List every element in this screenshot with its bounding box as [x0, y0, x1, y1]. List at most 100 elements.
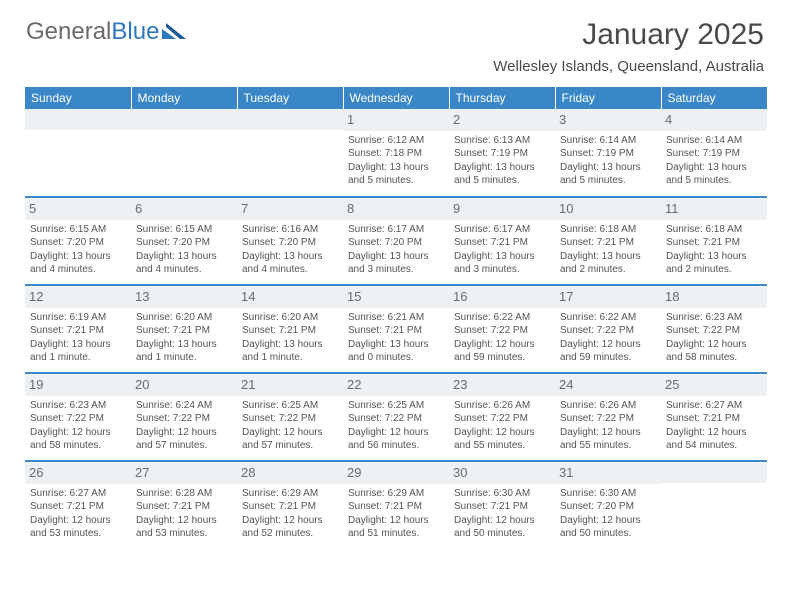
daylight-text: Daylight: 12 hours and 50 minutes.	[560, 514, 656, 541]
day-number: 31	[555, 462, 661, 484]
day-number: 3	[555, 109, 661, 131]
sunset-text: Sunset: 7:21 PM	[136, 500, 232, 514]
day-number: 21	[237, 374, 343, 396]
day-info: Sunrise: 6:30 AMSunset: 7:20 PMDaylight:…	[560, 487, 656, 541]
sunrise-text: Sunrise: 6:26 AM	[454, 399, 550, 413]
sunset-text: Sunset: 7:20 PM	[242, 236, 338, 250]
sunrise-text: Sunrise: 6:15 AM	[136, 223, 232, 237]
sunrise-text: Sunrise: 6:22 AM	[454, 311, 550, 325]
calendar-day-cell	[661, 461, 767, 549]
calendar-table: SundayMondayTuesdayWednesdayThursdayFrid…	[25, 87, 767, 549]
logo-text-blue: Blue	[111, 18, 159, 46]
daylight-text: Daylight: 12 hours and 59 minutes.	[454, 338, 550, 365]
empty-day	[25, 109, 131, 130]
day-number: 19	[25, 374, 131, 396]
day-info: Sunrise: 6:25 AMSunset: 7:22 PMDaylight:…	[348, 399, 444, 453]
day-number: 12	[25, 286, 131, 308]
sunset-text: Sunset: 7:21 PM	[136, 324, 232, 338]
sunrise-text: Sunrise: 6:30 AM	[454, 487, 550, 501]
day-header: Thursday	[449, 87, 555, 109]
sunset-text: Sunset: 7:22 PM	[666, 324, 762, 338]
daylight-text: Daylight: 13 hours and 5 minutes.	[666, 161, 762, 188]
sunset-text: Sunset: 7:21 PM	[242, 500, 338, 514]
day-info: Sunrise: 6:26 AMSunset: 7:22 PMDaylight:…	[560, 399, 656, 453]
sunset-text: Sunset: 7:21 PM	[560, 236, 656, 250]
sunrise-text: Sunrise: 6:24 AM	[136, 399, 232, 413]
day-info: Sunrise: 6:24 AMSunset: 7:22 PMDaylight:…	[136, 399, 232, 453]
logo-text-gray: General	[26, 18, 111, 46]
day-info: Sunrise: 6:29 AMSunset: 7:21 PMDaylight:…	[242, 487, 338, 541]
day-number: 25	[661, 374, 767, 396]
day-header: Sunday	[25, 87, 131, 109]
calendar-day-cell: 20 Sunrise: 6:24 AMSunset: 7:22 PMDayligh…	[131, 373, 237, 461]
daylight-text: Daylight: 13 hours and 1 minute.	[242, 338, 338, 365]
sunset-text: Sunset: 7:21 PM	[348, 324, 444, 338]
location-text: Wellesley Islands, Queensland, Australia	[493, 58, 764, 75]
sunset-text: Sunset: 7:21 PM	[666, 236, 762, 250]
daylight-text: Daylight: 12 hours and 58 minutes.	[666, 338, 762, 365]
daylight-text: Daylight: 12 hours and 50 minutes.	[454, 514, 550, 541]
sunset-text: Sunset: 7:22 PM	[454, 324, 550, 338]
day-number: 13	[131, 286, 237, 308]
day-number: 26	[25, 462, 131, 484]
calendar-week-row: 1Sunrise: 6:12 AMSunset: 7:18 PMDaylight…	[25, 109, 767, 197]
day-info: Sunrise: 6:22 AMSunset: 7:22 PMDaylight:…	[560, 311, 656, 365]
sunset-text: Sunset: 7:21 PM	[348, 500, 444, 514]
calendar-day-cell: 30Sunrise: 6:30 AMSunset: 7:21 PMDayligh…	[449, 461, 555, 549]
calendar-week-row: 26 Sunrise: 6:27 AMSunset: 7:21 PMDayligh…	[25, 461, 767, 549]
day-header: Saturday	[661, 87, 767, 109]
daylight-text: Daylight: 13 hours and 3 minutes.	[454, 250, 550, 277]
calendar-day-cell: 25Sunrise: 6:27 AMSunset: 7:21 PMDayligh…	[661, 373, 767, 461]
daylight-text: Daylight: 13 hours and 1 minute.	[136, 338, 232, 365]
sunrise-text: Sunrise: 6:25 AM	[242, 399, 338, 413]
day-info: Sunrise: 6:27 AMSunset: 7:21 PMDaylight:…	[30, 487, 126, 541]
empty-day	[237, 109, 343, 130]
sunrise-text: Sunrise: 6:14 AM	[560, 134, 656, 148]
day-info: Sunrise: 6:14 AMSunset: 7:19 PMDaylight:…	[560, 134, 656, 188]
sunset-text: Sunset: 7:19 PM	[666, 147, 762, 161]
day-header: Wednesday	[343, 87, 449, 109]
daylight-text: Daylight: 12 hours and 53 minutes.	[136, 514, 232, 541]
daylight-text: Daylight: 13 hours and 2 minutes.	[666, 250, 762, 277]
day-number: 10	[555, 198, 661, 220]
day-info: Sunrise: 6:26 AMSunset: 7:22 PMDaylight:…	[454, 399, 550, 453]
daylight-text: Daylight: 13 hours and 1 minute.	[30, 338, 126, 365]
empty-day	[661, 462, 767, 483]
daylight-text: Daylight: 13 hours and 4 minutes.	[136, 250, 232, 277]
day-number: 20	[131, 374, 237, 396]
day-number: 7	[237, 198, 343, 220]
calendar-day-cell: 6Sunrise: 6:15 AMSunset: 7:20 PMDaylight…	[131, 197, 237, 285]
sunrise-text: Sunrise: 6:27 AM	[666, 399, 762, 413]
calendar-day-cell: 19Sunrise: 6:23 AMSunset: 7:22 PMDayligh…	[25, 373, 131, 461]
calendar-day-cell: 31 Sunrise: 6:30 AMSunset: 7:20 PMDayligh…	[555, 461, 661, 549]
calendar-week-row: 12Sunrise: 6:19 AMSunset: 7:21 PMDayligh…	[25, 285, 767, 373]
day-number: 14	[237, 286, 343, 308]
day-number: 6	[131, 198, 237, 220]
sunrise-text: Sunrise: 6:15 AM	[30, 223, 126, 237]
sunset-text: Sunset: 7:18 PM	[348, 147, 444, 161]
calendar-day-cell: 8Sunrise: 6:17 AMSunset: 7:20 PMDaylight…	[343, 197, 449, 285]
sunset-text: Sunset: 7:22 PM	[560, 324, 656, 338]
day-info: Sunrise: 6:20 AMSunset: 7:21 PMDaylight:…	[242, 311, 338, 365]
sunrise-text: Sunrise: 6:22 AM	[560, 311, 656, 325]
calendar-day-cell: 23Sunrise: 6:26 AMSunset: 7:22 PMDayligh…	[449, 373, 555, 461]
calendar-day-cell	[131, 109, 237, 197]
calendar-day-cell: 4Sunrise: 6:14 AMSunset: 7:19 PMDaylight…	[661, 109, 767, 197]
sunrise-text: Sunrise: 6:25 AM	[348, 399, 444, 413]
calendar-day-cell: 29Sunrise: 6:29 AMSunset: 7:21 PMDayligh…	[343, 461, 449, 549]
sunset-text: Sunset: 7:21 PM	[242, 324, 338, 338]
sunrise-text: Sunrise: 6:18 AM	[560, 223, 656, 237]
day-number: 30	[449, 462, 555, 484]
sunset-text: Sunset: 7:22 PM	[560, 412, 656, 426]
empty-day	[131, 109, 237, 130]
sunset-text: Sunset: 7:22 PM	[136, 412, 232, 426]
day-number: 11	[661, 198, 767, 220]
sunrise-text: Sunrise: 6:26 AM	[560, 399, 656, 413]
daylight-text: Daylight: 12 hours and 52 minutes.	[242, 514, 338, 541]
sunrise-text: Sunrise: 6:30 AM	[560, 487, 656, 501]
day-number: 28	[237, 462, 343, 484]
day-info: Sunrise: 6:15 AMSunset: 7:20 PMDaylight:…	[30, 223, 126, 277]
day-number: 5	[25, 198, 131, 220]
daylight-text: Daylight: 13 hours and 5 minutes.	[454, 161, 550, 188]
calendar-day-cell: 28 Sunrise: 6:29 AMSunset: 7:21 PMDayligh…	[237, 461, 343, 549]
